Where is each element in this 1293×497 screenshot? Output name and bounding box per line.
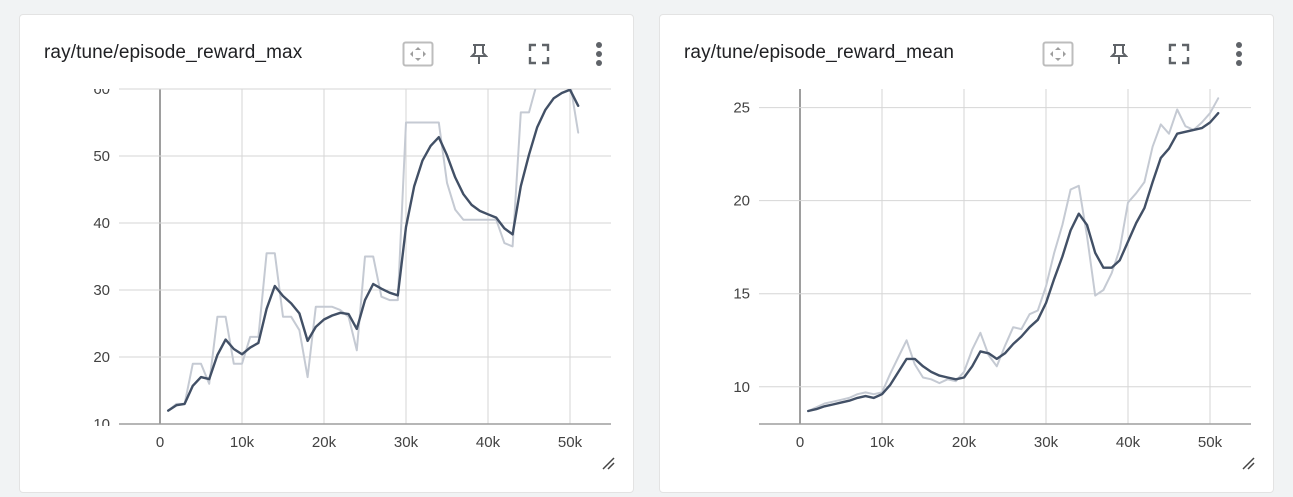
more-vert-icon[interactable] bbox=[1222, 37, 1256, 71]
raw-series-line bbox=[807, 97, 1220, 412]
x-tick-label: 30k bbox=[394, 434, 419, 451]
card-title: ray/tune/episode_reward_mean bbox=[684, 42, 955, 63]
x-tick-label: 50k bbox=[558, 434, 583, 451]
smoothed-series-line bbox=[807, 112, 1220, 413]
x-tick-label: 40k bbox=[476, 434, 501, 451]
y-tick-label: 30 bbox=[93, 282, 110, 299]
fullscreen-icon[interactable] bbox=[1162, 37, 1196, 71]
y-tick-label: 15 bbox=[733, 286, 750, 303]
resize-handle-icon[interactable] bbox=[1241, 456, 1255, 470]
card-title: ray/tune/episode_reward_max bbox=[44, 42, 303, 63]
x-tick-label: 20k bbox=[952, 434, 977, 451]
x-tick-label: 10k bbox=[230, 434, 255, 451]
y-tick-label: 50 bbox=[93, 148, 110, 165]
fullscreen-icon[interactable] bbox=[522, 37, 556, 71]
chart-card-episode-reward-mean: ray/tune/episode_reward_mean 10 15 20 25 0 10… bbox=[659, 14, 1274, 493]
more-vert-icon[interactable] bbox=[582, 37, 616, 71]
y-tick-label: 20 bbox=[93, 349, 110, 366]
line-chart[interactable]: 10 15 20 25 0 10k 20k 30k 40k 50k bbox=[660, 15, 1275, 494]
y-tick-label: 25 bbox=[733, 100, 750, 117]
resize-handle-icon[interactable] bbox=[601, 456, 615, 470]
x-tick-label: 10k bbox=[870, 434, 895, 451]
y-tick-label: 20 bbox=[733, 193, 750, 210]
x-tick-label: 50k bbox=[1198, 434, 1223, 451]
y-tick-label: 40 bbox=[93, 215, 110, 232]
x-tick-label: 0 bbox=[156, 434, 164, 451]
chart-card-episode-reward-max: ray/tune/episode_reward_max 10 20 30 40 50 60… bbox=[19, 14, 634, 493]
fit-domain-icon[interactable] bbox=[1041, 37, 1075, 71]
x-tick-label: 0 bbox=[796, 434, 804, 451]
y-tick-label: 10 bbox=[93, 416, 110, 433]
fit-domain-icon[interactable] bbox=[401, 37, 435, 71]
raw-series-line bbox=[167, 89, 580, 412]
x-tick-label: 30k bbox=[1034, 434, 1059, 451]
pin-icon[interactable] bbox=[462, 37, 496, 71]
line-chart[interactable]: 10 20 30 40 50 60 0 10k 20k 30k 40k 50k bbox=[20, 15, 635, 494]
y-tick-label: 10 bbox=[733, 379, 750, 396]
smoothed-series-line bbox=[167, 89, 580, 412]
pin-icon[interactable] bbox=[1102, 37, 1136, 71]
x-tick-label: 20k bbox=[312, 434, 337, 451]
x-tick-label: 40k bbox=[1116, 434, 1141, 451]
y-tick-label: 60 bbox=[93, 81, 110, 98]
